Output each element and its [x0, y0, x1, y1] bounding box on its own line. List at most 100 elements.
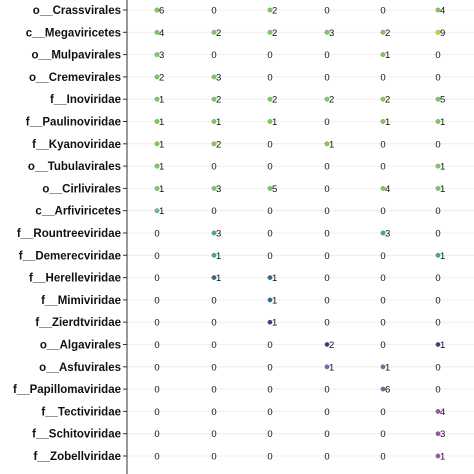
data-point [154, 96, 160, 102]
value-label: 0 [380, 295, 385, 306]
data-point [267, 186, 273, 191]
value-label: 0 [267, 139, 272, 150]
value-label: 2 [216, 139, 221, 150]
data-point [154, 141, 160, 147]
row-label: c__Arfiviricetes [35, 206, 121, 218]
value-label: 2 [272, 6, 277, 17]
value-label: 0 [154, 273, 159, 284]
data-point [435, 119, 441, 124]
value-label: 3 [440, 429, 445, 440]
data-point [435, 29, 441, 35]
value-label: 0 [267, 340, 272, 351]
value-label: 1 [440, 340, 445, 351]
value-label: 1 [440, 184, 445, 195]
data-point [435, 163, 441, 169]
value-label: 0 [267, 362, 272, 373]
value-label: 0 [324, 72, 329, 83]
value-label: 9 [440, 28, 445, 39]
row-label: f__Mimiviridae [41, 295, 121, 307]
value-label: 0 [211, 429, 216, 440]
value-label: 1 [385, 117, 390, 128]
data-points [154, 7, 441, 459]
value-label: 0 [380, 72, 385, 83]
value-label: 0 [380, 318, 385, 329]
value-label: 0 [324, 452, 329, 463]
value-label: 0 [154, 251, 159, 262]
row-label: f__Paulinoviridae [26, 117, 121, 129]
value-label: 0 [435, 72, 440, 83]
value-label: 0 [267, 385, 272, 396]
value-label: 3 [329, 28, 334, 39]
value-label: 1 [159, 184, 164, 195]
data-point [324, 364, 330, 370]
data-point [324, 96, 330, 102]
value-label: 1 [440, 162, 445, 173]
value-label: 1 [159, 206, 164, 217]
row-label: c__Megaviricetes [26, 27, 121, 39]
value-label: 0 [267, 72, 272, 83]
value-label: 3 [216, 229, 221, 240]
value-label: 2 [272, 95, 277, 106]
value-label: 1 [159, 117, 164, 128]
value-label: 0 [267, 50, 272, 61]
value-label: 3 [385, 229, 390, 240]
value-label: 4 [440, 407, 445, 418]
value-label: 0 [324, 273, 329, 284]
data-point [435, 431, 441, 437]
value-label: 0 [267, 251, 272, 262]
value-label: 0 [211, 206, 216, 217]
value-label: 1 [272, 117, 277, 128]
data-point [154, 163, 160, 169]
value-label: 0 [211, 318, 216, 329]
data-point [435, 186, 441, 191]
row-label: o__Cremevirales [29, 72, 121, 84]
data-point [435, 252, 441, 258]
data-point [154, 7, 160, 13]
value-label: 0 [324, 6, 329, 17]
row-label: f__Zierdtviridae [35, 317, 121, 329]
value-label: 4 [385, 184, 390, 195]
value-label: 6 [385, 385, 390, 396]
value-label: 0 [380, 162, 385, 173]
value-label: 0 [154, 407, 159, 418]
data-point [211, 230, 217, 236]
row-label: f__Demerecviridae [19, 250, 121, 262]
data-point [211, 29, 217, 35]
data-point [435, 409, 441, 414]
row-label: f__Zobellviridae [33, 451, 121, 463]
row-label: f__Tectiviridae [41, 406, 121, 418]
row-label: f__Papillomaviridae [13, 384, 121, 396]
data-point [380, 119, 386, 124]
data-point [435, 96, 441, 102]
value-label: 1 [440, 452, 445, 463]
data-point [154, 208, 160, 214]
value-label: 1 [385, 50, 390, 61]
value-label: 2 [216, 28, 221, 39]
value-label: 2 [159, 72, 164, 83]
value-label: 0 [324, 295, 329, 306]
value-label: 0 [435, 50, 440, 61]
value-label: 0 [211, 385, 216, 396]
row-label: o__Crassvirales [33, 5, 121, 17]
value-label: 0 [324, 206, 329, 217]
value-label: 0 [267, 206, 272, 217]
value-label: 3 [216, 72, 221, 83]
value-label: 0 [267, 229, 272, 240]
value-label: 0 [380, 429, 385, 440]
data-point [380, 52, 386, 57]
data-point [154, 52, 160, 57]
data-point [380, 186, 386, 191]
value-label: 0 [211, 295, 216, 306]
value-label: 5 [440, 95, 445, 106]
value-label: 0 [211, 162, 216, 173]
value-label: 2 [329, 95, 334, 106]
value-label: 1 [385, 362, 390, 373]
value-label: 0 [435, 229, 440, 240]
row-labels: o__Crassvirales c__Megaviricetes o__Mulpav… [13, 5, 121, 463]
value-label: 0 [154, 229, 159, 240]
value-label: 0 [380, 251, 385, 262]
row-label: o__Tubulavirales [28, 161, 121, 173]
value-label: 1 [440, 251, 445, 262]
value-label: 2 [216, 95, 221, 106]
value-label: 0 [154, 429, 159, 440]
